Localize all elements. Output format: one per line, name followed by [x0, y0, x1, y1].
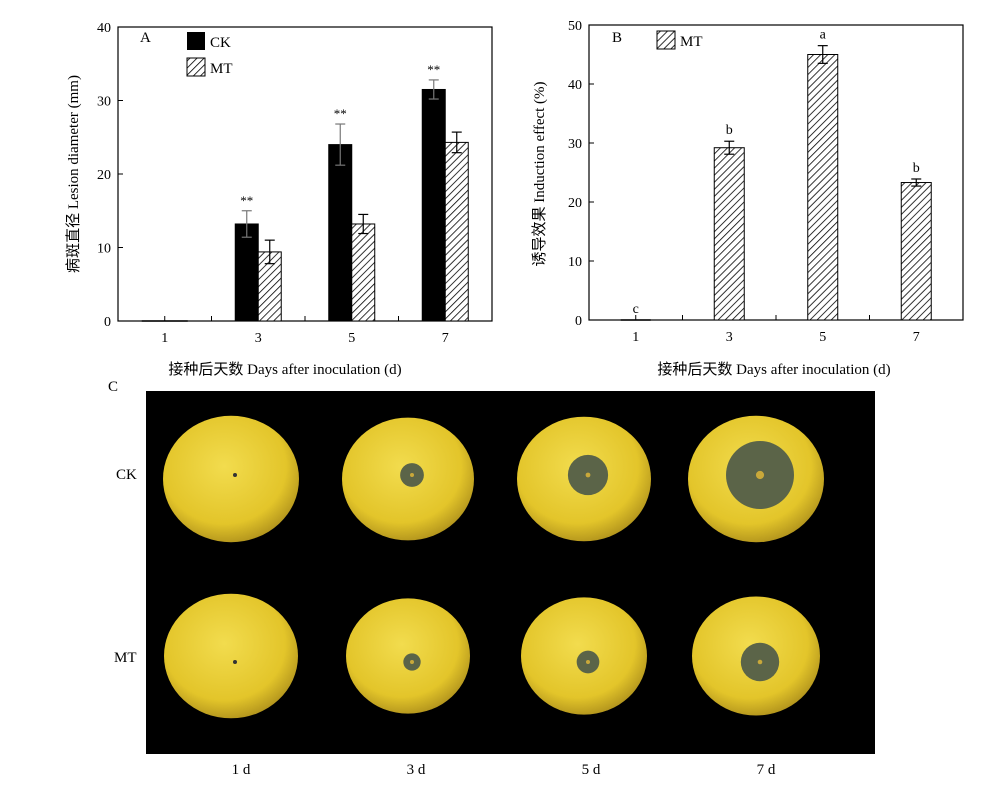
chart-b-y-tick-label: 40 [568, 78, 582, 93]
legend-label-ck: CK [210, 35, 231, 51]
chart-a-y-tick-label: 10 [97, 242, 111, 257]
chart-b-y-tick-label: 30 [568, 137, 582, 152]
fruit-photo-panel [146, 391, 875, 754]
row-label-mt: MT [114, 650, 137, 666]
fruit-ck-1d [163, 415, 299, 543]
panel-label-c: C [108, 379, 119, 395]
chart-b-bar-mt [807, 54, 839, 321]
inoculation-point [410, 660, 414, 664]
legend-label-mt-b: MT [680, 34, 703, 50]
column-label-5d: 5 d [581, 762, 601, 778]
inoculation-point [755, 470, 765, 480]
chart-b-y-tick-label: 20 [568, 196, 582, 211]
legend-label-mt: MT [210, 61, 233, 77]
chart-a-x-tick-label: 7 [442, 331, 449, 346]
fruit-mt-1d [164, 593, 298, 719]
chart-b-bar-mt [900, 182, 932, 321]
legend-swatch-mt [186, 57, 206, 77]
chart-a-x-tick-label: 3 [255, 331, 262, 346]
chart-a-y-tick-label: 30 [97, 95, 111, 110]
chart-b-x-axis-label: 接种后天数 Days after inoculation (d) [657, 361, 890, 378]
chart-b-x-tick-label: 1 [632, 330, 639, 345]
chart-a-bar-ck [328, 144, 353, 322]
chart-a-significance-mark: ** [334, 106, 347, 121]
legend-swatch-ck [187, 32, 205, 50]
chart-b-y-axis-label: 诱导效果 Induction effect (%) [531, 81, 548, 266]
chart-a-x-tick-label: 5 [348, 331, 355, 346]
chart-a-y-axis-label: 病斑直径 Lesion diameter (mm) [65, 75, 82, 273]
chart-b-significance-letter: a [820, 28, 827, 43]
chart-a-x-tick-label: 1 [161, 331, 168, 346]
chart-b-significance-letter: b [726, 123, 733, 138]
panel-label-b: B [612, 30, 622, 46]
chart-a-y-tick-label: 20 [97, 168, 111, 183]
inoculation-point [586, 660, 590, 664]
column-label-1d: 1 d [231, 762, 251, 778]
row-label-ck: CK [116, 467, 137, 483]
chart-b-bar-mt [713, 147, 745, 321]
chart-a-bar-mt [351, 223, 376, 322]
column-label-3d: 3 d [406, 762, 426, 778]
chart-a-significance-mark: ** [240, 193, 253, 208]
chart-b-significance-letter: c [633, 302, 639, 317]
panel-label-a: A [140, 30, 151, 46]
chart-a-y-tick-label: 0 [104, 315, 111, 330]
chart-b-x-tick-label: 3 [726, 330, 733, 345]
inoculation-point [233, 473, 237, 477]
chart-b-y-tick-label: 10 [568, 255, 582, 270]
chart-a-bar-ck [234, 223, 259, 322]
chart-b-x-tick-label: 5 [819, 330, 826, 345]
chart-a-bar-ck [421, 88, 446, 322]
chart-a-x-axis-label: 接种后天数 Days after inoculation (d) [168, 361, 401, 378]
chart-a-bar-mt [444, 141, 469, 322]
chart-b-y-tick-label: 0 [575, 314, 582, 329]
inoculation-point [410, 473, 414, 477]
inoculation-point [233, 660, 237, 664]
chart-a-legend: CK MT [186, 32, 233, 77]
chart-b-significance-letter: b [913, 161, 920, 176]
legend-swatch-mt-b [656, 30, 676, 50]
chart-b-x-tick-label: 7 [913, 330, 920, 345]
chart-b-y-tick-label: 50 [568, 19, 582, 34]
inoculation-point [757, 659, 763, 665]
column-label-7d: 7 d [756, 762, 776, 778]
chart-a-y-tick-label: 40 [97, 21, 111, 36]
chart-b-induction-effect: B 0 10 20 30 40 50 1 3 5 7 c b a b 接种后天数 Days after … [531, 19, 964, 378]
chart-b-legend: MT [656, 30, 703, 50]
inoculation-point [585, 472, 591, 478]
chart-a-lesion-diameter: A 0 10 20 30 40 1 3 5 7 ** ** ** 接种后天数 Days after … [65, 21, 493, 378]
chart-a-significance-mark: ** [427, 62, 440, 77]
